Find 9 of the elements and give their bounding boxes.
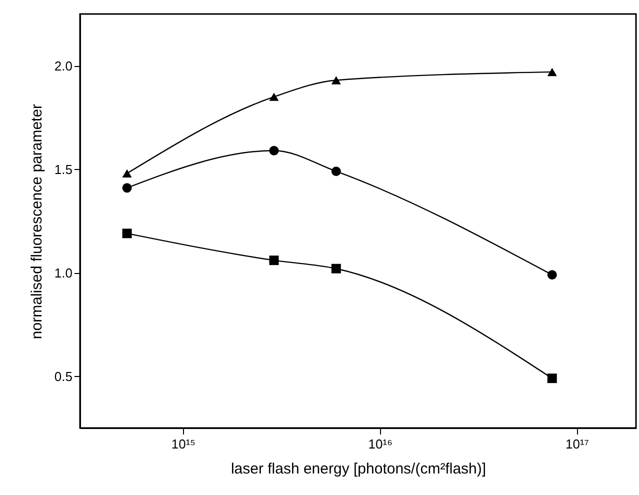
x-tick-label: 10¹⁵ [171,436,196,452]
y-tick-label: 2.0 [54,58,72,74]
y-tick-label: 1.0 [54,265,72,280]
x-tick-label: 10¹⁶ [368,436,392,452]
x-tick-label: 10¹⁷ [565,436,590,452]
y-axis-title: normalised fluorescence parameter [28,104,46,340]
y-tick-label: 0.5 [54,368,72,384]
y-tick-label: 1.5 [54,162,72,177]
x-axis-title: laser flash energy [photons/(cm²flash)] [230,460,486,478]
